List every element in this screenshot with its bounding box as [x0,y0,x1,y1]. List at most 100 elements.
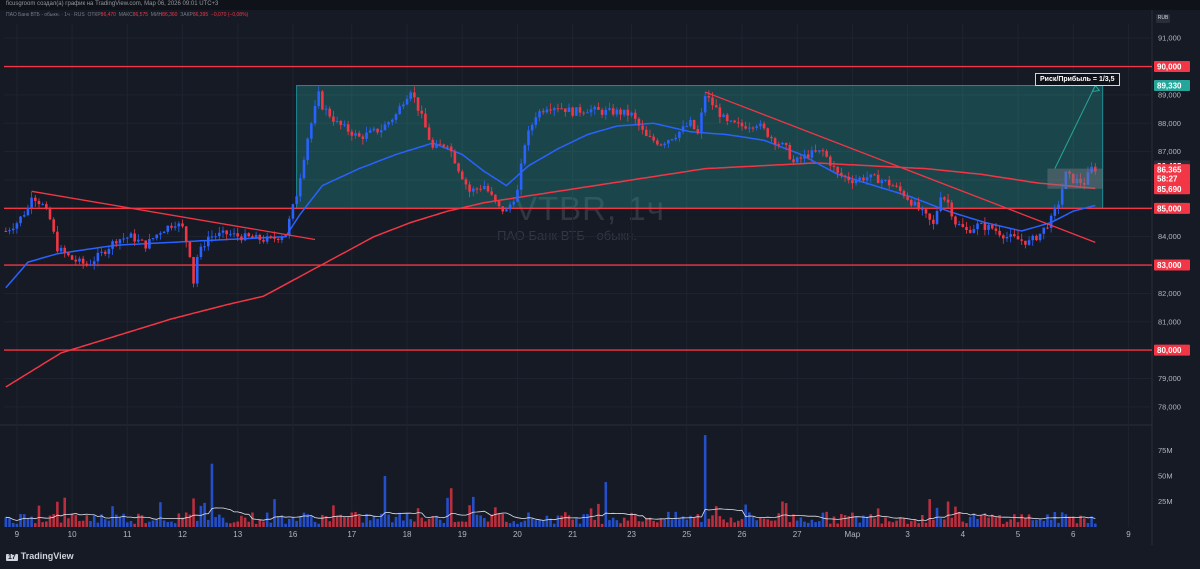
tradingview-logo-icon: 17 [6,554,18,561]
candle-body [449,146,453,152]
volume-bar [814,522,817,527]
sma-slow-line [5,162,1096,388]
volume-bar [184,512,188,527]
volume-bar [1031,520,1035,527]
tradingview-logo[interactable]: 17 TradingView [6,551,74,561]
volume-bar [806,522,810,527]
candle-body [806,154,810,158]
risk-reward-label[interactable]: Риск/Прибыль = 1/3,5 [1035,73,1120,86]
volume-bar [567,515,571,527]
volume-bar [644,517,648,527]
volume-bar [983,513,987,527]
volume-bar [280,515,284,527]
volume-axis: 25M 50M 75M [1158,446,1173,506]
volume-bar [523,520,527,527]
candle-body [608,108,611,110]
volume-bar [545,515,549,527]
volume-bar [114,514,118,527]
candle-body [137,239,140,242]
volume-bar [33,523,37,527]
x-tick-label: 5 [1016,530,1021,539]
x-tick-label: 17 [347,530,356,539]
candle-body [508,204,512,210]
volume-bar [192,498,195,527]
candle-body [600,109,604,115]
attribution-text: ficusgroom создал(а) график на TradingVi… [6,1,219,7]
volume-bar [4,517,8,527]
candle-body [622,109,626,115]
volume-bar [310,516,313,527]
volume-bar [41,522,44,527]
time-axis[interactable]: 9 10 11 12 13 16 17 18 19 20 21 23 25 26 27 Мар 3 4 5 6 9 [15,530,1132,539]
candle-body [413,92,416,98]
candle-body [512,201,516,205]
volume-bar [1027,514,1031,527]
volume-bar [162,520,166,527]
candle-body [729,120,733,122]
candle-body [438,143,442,145]
y-tick-label: 91,000 [1158,34,1181,43]
candle-body [829,156,832,166]
volume-bar [678,519,681,527]
volume-bar [954,506,957,527]
candle-body [803,154,806,159]
volume-bar [85,515,89,527]
volume-bar [707,518,711,527]
volume-bar [740,519,744,527]
volume-bar [133,523,136,527]
candle-body [748,127,751,129]
candle-body [733,120,736,123]
volume-bar [748,512,751,527]
open-value: 86,470 [100,12,116,18]
candle-body [909,199,913,206]
candle-body [494,194,497,201]
volume-bar [159,502,162,527]
volume-bar [597,503,600,527]
candle-body [151,238,155,240]
volume-bar [181,517,184,527]
candle-body [1024,240,1027,245]
volume-bar [762,518,766,527]
volume-bar [711,515,714,527]
candle-body [1002,235,1005,239]
volume-bar [961,521,965,527]
candle-body [538,111,541,118]
candle-body [792,159,795,163]
volume-bar [917,523,920,527]
volume-bar [924,522,928,527]
candle-body [435,143,438,148]
candle-body [854,180,858,184]
watermark-name: ПАО Банк ВТБ - обыкн. [497,228,638,243]
volume-bar [103,519,107,527]
candle-body [457,163,460,172]
volume-bar [906,523,909,527]
candle-body [523,145,527,164]
volume-bar [921,514,924,527]
volume-bar [987,517,990,527]
volume-bar [1042,520,1046,527]
candle-body [111,241,114,249]
volume-bar [968,516,972,527]
currency-button[interactable]: RUB [1156,14,1170,23]
candle-body [26,207,30,216]
candle-body [1009,234,1012,237]
candle-body [103,251,107,254]
volume-bar [287,518,291,527]
candle-body [578,107,582,113]
horizontal-levels [4,65,1152,351]
volume-bar [11,522,15,527]
volume-bar [140,515,144,527]
candle-body [983,223,987,230]
candle-body [527,130,530,146]
volume-bar [884,517,887,527]
trendlines [31,91,1096,243]
candle-body [1060,189,1064,205]
candle-body [725,114,729,121]
price-tag: 89,330 [1157,82,1182,91]
candle-body [48,208,52,220]
candle-body [714,105,718,108]
y-tick-label: 89,000 [1158,90,1181,99]
volume-bar [876,508,880,527]
volume-bar [534,520,538,527]
